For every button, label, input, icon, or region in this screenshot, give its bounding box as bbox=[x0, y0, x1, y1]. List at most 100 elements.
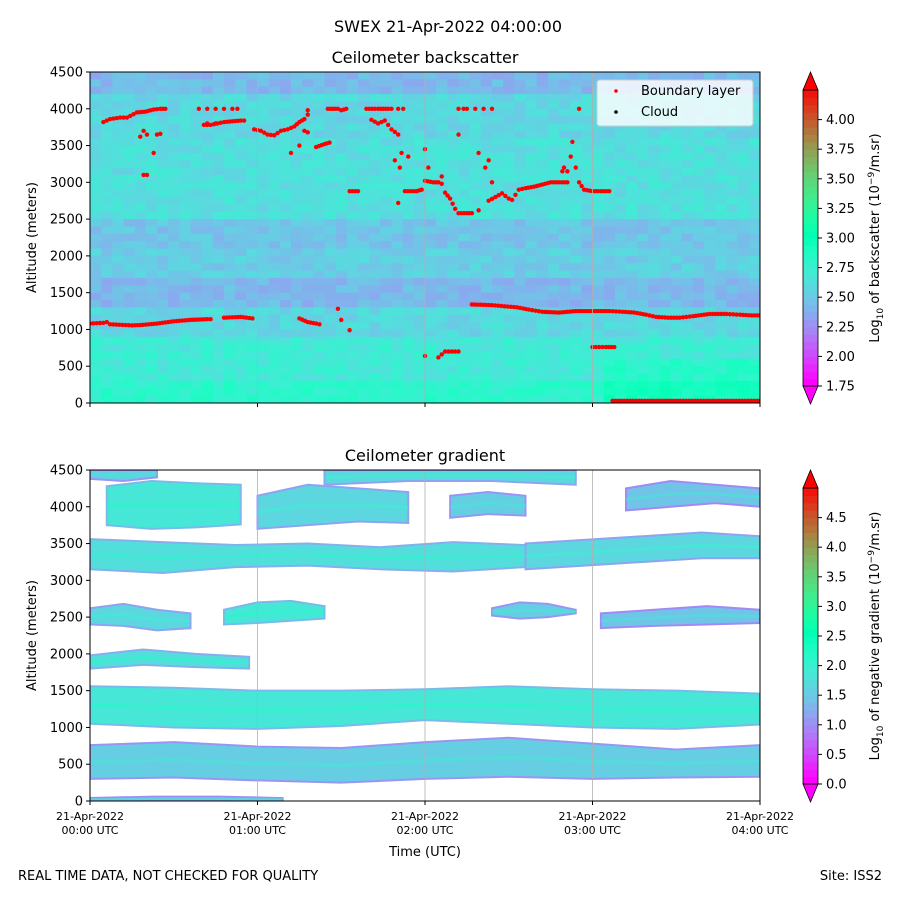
field-cell bbox=[525, 116, 538, 125]
field-cell bbox=[346, 204, 359, 213]
field-cell bbox=[235, 152, 247, 161]
y-tick-label: 1500 bbox=[50, 684, 83, 699]
field-cell bbox=[101, 351, 113, 360]
field-cell bbox=[559, 167, 571, 176]
field-cell bbox=[123, 388, 136, 397]
field-cell bbox=[257, 138, 270, 147]
field-cell bbox=[224, 380, 236, 389]
field-cell bbox=[503, 300, 515, 308]
field-cell bbox=[391, 329, 404, 338]
field-cell bbox=[637, 145, 649, 154]
field-cell bbox=[715, 160, 728, 169]
field-cell bbox=[90, 395, 102, 403]
boundary-layer-point bbox=[126, 323, 131, 328]
colorbar-tick-label: 4.5 bbox=[826, 511, 847, 526]
field-cell bbox=[246, 79, 259, 88]
field-cell bbox=[748, 329, 760, 338]
field-cell bbox=[458, 366, 471, 375]
field-cell bbox=[648, 241, 661, 250]
field-cell bbox=[447, 182, 460, 191]
field-cell bbox=[637, 373, 649, 382]
field-cell bbox=[123, 79, 136, 88]
field-cell bbox=[469, 94, 482, 103]
field-cell bbox=[425, 358, 437, 367]
field-cell bbox=[279, 94, 292, 103]
field-cell bbox=[145, 94, 158, 103]
field-cell bbox=[190, 211, 203, 220]
x-tick-label: 21-Apr-2022 bbox=[558, 810, 626, 823]
field-cell bbox=[525, 300, 538, 308]
field-cell bbox=[603, 160, 616, 169]
field-cell bbox=[413, 300, 426, 308]
field-cell bbox=[648, 322, 661, 331]
field-cell bbox=[514, 248, 527, 257]
gradient-layer-core bbox=[90, 552, 526, 560]
field-cell bbox=[391, 167, 404, 176]
field-cell bbox=[134, 160, 147, 169]
field-cell bbox=[458, 160, 471, 169]
field-cell bbox=[235, 366, 247, 375]
field-cell bbox=[402, 263, 415, 272]
field-cell bbox=[313, 329, 326, 338]
field-cell bbox=[704, 138, 716, 147]
field-cell bbox=[268, 86, 281, 95]
field-cell bbox=[559, 344, 571, 353]
field-cell bbox=[302, 307, 314, 316]
field-cell bbox=[257, 152, 270, 161]
field-cell bbox=[90, 300, 102, 308]
field-cell bbox=[436, 380, 448, 389]
field-cell bbox=[90, 108, 102, 117]
field-cell bbox=[458, 263, 471, 272]
field-cell bbox=[726, 130, 739, 139]
field-cell bbox=[291, 329, 303, 338]
boundary-layer-point bbox=[262, 130, 267, 135]
field-cell bbox=[291, 174, 303, 183]
field-cell bbox=[90, 285, 102, 294]
field-cell bbox=[436, 204, 448, 213]
field-cell bbox=[447, 270, 460, 279]
boundary-layer-point bbox=[513, 192, 518, 198]
field-cell bbox=[559, 211, 571, 220]
field-cell bbox=[402, 344, 415, 353]
field-cell bbox=[480, 241, 493, 250]
field-cell bbox=[123, 344, 136, 353]
field-cell bbox=[614, 344, 627, 353]
field-cell bbox=[425, 79, 437, 88]
field-cell bbox=[391, 277, 404, 286]
field-cell bbox=[469, 344, 482, 353]
field-cell bbox=[715, 314, 728, 323]
field-cell bbox=[358, 314, 370, 323]
field-cell bbox=[179, 395, 192, 403]
field-cell bbox=[123, 366, 136, 375]
field-cell bbox=[693, 277, 705, 286]
field-cell bbox=[402, 174, 415, 183]
field-cell bbox=[358, 160, 370, 169]
colorbar-segment bbox=[803, 238, 818, 246]
field-cell bbox=[201, 108, 214, 117]
field-cell bbox=[112, 314, 125, 323]
field-cell bbox=[201, 336, 214, 345]
field-cell bbox=[570, 79, 582, 88]
field-cell bbox=[436, 211, 448, 220]
field-cell bbox=[224, 300, 236, 308]
field-cell bbox=[525, 160, 538, 169]
field-cell bbox=[391, 101, 404, 110]
field-cell bbox=[279, 116, 292, 125]
field-cell bbox=[302, 167, 314, 176]
field-cell bbox=[257, 314, 270, 323]
field-cell bbox=[302, 241, 314, 250]
field-cell bbox=[324, 307, 337, 316]
field-cell bbox=[224, 160, 236, 169]
field-cell bbox=[693, 182, 705, 191]
field-cell bbox=[279, 336, 292, 345]
field-cell bbox=[112, 167, 125, 176]
field-cell bbox=[748, 388, 760, 397]
field-cell bbox=[547, 189, 560, 198]
field-cell bbox=[134, 300, 147, 308]
field-cell bbox=[547, 79, 560, 88]
colorbar-segment bbox=[803, 710, 818, 718]
field-cell bbox=[626, 322, 638, 331]
field-cell bbox=[547, 204, 560, 213]
field-cell bbox=[447, 292, 460, 301]
field-cell bbox=[458, 226, 471, 235]
